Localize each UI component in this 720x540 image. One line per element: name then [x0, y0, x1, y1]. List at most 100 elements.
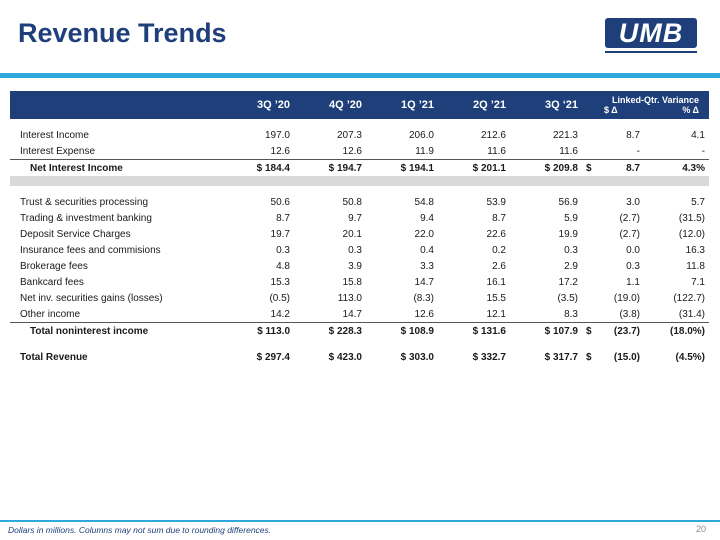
cell: (3.5) [557, 292, 578, 304]
cell: $ 113.0 [222, 322, 294, 339]
cell: 5.7 [691, 196, 705, 208]
row-label: Interest Expense [20, 145, 96, 157]
cell: 9.4 [420, 212, 434, 224]
cell: 11.9 [415, 145, 434, 157]
page-title: Revenue Trends [18, 18, 227, 48]
table-row-total: Total Revenue $ 297.4 $ 423.0 $ 303.0 $ … [10, 349, 709, 365]
cell: $ 194.7 [294, 159, 366, 176]
cell: 12.6 [270, 145, 290, 157]
header-4q20: 4Q ’20 [328, 99, 362, 111]
cell: (2.7) [619, 228, 640, 240]
header-3q21: 3Q ‘21 [544, 99, 578, 111]
footnote: Dollars in millions. Columns may not sum… [8, 525, 272, 535]
row-label: Insurance fees and commisions [20, 244, 161, 256]
table-row-subtotal: Total noninterest income $ 113.0 $ 228.3… [10, 322, 709, 339]
cell: 3.0 [626, 196, 640, 208]
cell: 12.6 [342, 145, 362, 157]
table-row: Deposit Service Charges 19.7 20.1 22.0 2… [10, 226, 709, 242]
table-row: Interest Expense 12.6 12.6 11.9 11.6 11.… [10, 143, 709, 160]
cell: 53.9 [486, 196, 506, 208]
cell: 12.1 [486, 308, 506, 320]
cell: 56.9 [558, 196, 578, 208]
cell: (3.8) [619, 308, 640, 320]
cell: $ 303.0 [400, 351, 434, 363]
currency-symbol: $ [586, 325, 592, 337]
table-row: Bankcard fees 15.3 15.8 14.7 16.1 17.2 1… [10, 274, 709, 290]
header-1q21: 1Q ’21 [400, 99, 434, 111]
umb-logo: UMB [605, 18, 697, 48]
cell: $ 194.1 [366, 159, 438, 176]
cell: 9.7 [348, 212, 362, 224]
cell: 14.7 [342, 308, 362, 320]
cell: (8.3) [413, 292, 434, 304]
cell: $8.7 [582, 159, 644, 176]
cell: 14.2 [270, 308, 290, 320]
cell: 20.1 [342, 228, 362, 240]
row-label: Bankcard fees [20, 276, 84, 288]
cell-value: 8.7 [626, 162, 640, 174]
table-header-row: 3Q ’20 4Q ’20 1Q ’21 2Q ’21 3Q ‘21 Linke… [10, 91, 709, 119]
row-label: Interest Income [20, 129, 89, 141]
cell: 4.8 [276, 260, 290, 272]
cell: 15.3 [270, 276, 290, 288]
currency-symbol: $ [586, 351, 592, 363]
cell: (31.5) [678, 212, 705, 224]
cell: 54.8 [414, 196, 434, 208]
cell: 11.6 [559, 145, 578, 157]
cell: 16.3 [685, 244, 705, 256]
cell: 19.9 [558, 228, 578, 240]
spacer-row [10, 119, 709, 127]
table-row: Other income 14.2 14.7 12.6 12.1 8.3 (3.… [10, 306, 709, 323]
row-label: Total Revenue [20, 351, 88, 363]
spacer-row [10, 186, 709, 194]
table-header-band [10, 91, 709, 119]
cell: (18.0%) [644, 322, 709, 339]
row-label: Trading & investment banking [20, 212, 152, 224]
spacer-row [10, 339, 709, 349]
title-divider [0, 73, 720, 78]
cell: $ 201.1 [438, 159, 510, 176]
cell: (2.7) [619, 212, 640, 224]
header-3q20: 3Q ’20 [256, 99, 290, 111]
cell: 1.1 [626, 276, 640, 288]
row-label: Net Interest Income [10, 159, 222, 176]
revenue-table: 3Q ’20 4Q ’20 1Q ’21 2Q ’21 3Q ‘21 Linke… [10, 91, 709, 365]
cell: $ 108.9 [366, 322, 438, 339]
cell: 50.6 [270, 196, 290, 208]
row-label: Net inv. securities gains (losses) [20, 292, 163, 304]
table-row-subtotal: Net Interest Income $ 184.4 $ 194.7 $ 19… [10, 159, 709, 176]
cell: 207.3 [336, 129, 362, 141]
cell: $ 131.6 [438, 322, 510, 339]
cell: 0.2 [492, 244, 506, 256]
cell: $ 184.4 [222, 159, 294, 176]
cell: 14.7 [414, 276, 434, 288]
cell: 0.3 [348, 244, 362, 256]
cell: $ 107.9 [510, 322, 582, 339]
cell: 11.6 [487, 145, 506, 157]
cell-value: (23.7) [613, 325, 640, 337]
variance-dollar-delta: $ Δ [604, 105, 618, 115]
cell: 197.0 [264, 129, 290, 141]
footer-divider [0, 520, 720, 522]
cell: 2.6 [492, 260, 506, 272]
table-row: Trading & investment banking 8.7 9.7 9.4… [10, 210, 709, 226]
cell: 221.3 [552, 129, 578, 141]
cell: 16.1 [486, 276, 506, 288]
cell: 0.0 [626, 244, 640, 256]
cell: 206.0 [408, 129, 434, 141]
row-label: Trust & securities processing [20, 196, 149, 208]
cell: $ (23.7) [582, 322, 644, 339]
cell: 15.5 [486, 292, 506, 304]
header-variance: Linked-Qtr. Variance $ Δ % Δ [582, 91, 709, 119]
cell: (12.0) [678, 228, 705, 240]
variance-title: Linked-Qtr. Variance [611, 95, 699, 105]
cell: (31.4) [678, 308, 705, 320]
table-row: Trust & securities processing 50.6 50.8 … [10, 194, 709, 210]
cell: (19.0) [613, 292, 640, 304]
cell: 0.3 [564, 244, 578, 256]
cell: (0.5) [269, 292, 290, 304]
cell: 8.3 [564, 308, 578, 320]
table-row: Brokerage fees 4.8 3.9 3.3 2.6 2.9 0.3 1… [10, 258, 709, 274]
cell: 22.6 [486, 228, 506, 240]
cell-value: (15.0) [613, 351, 640, 363]
